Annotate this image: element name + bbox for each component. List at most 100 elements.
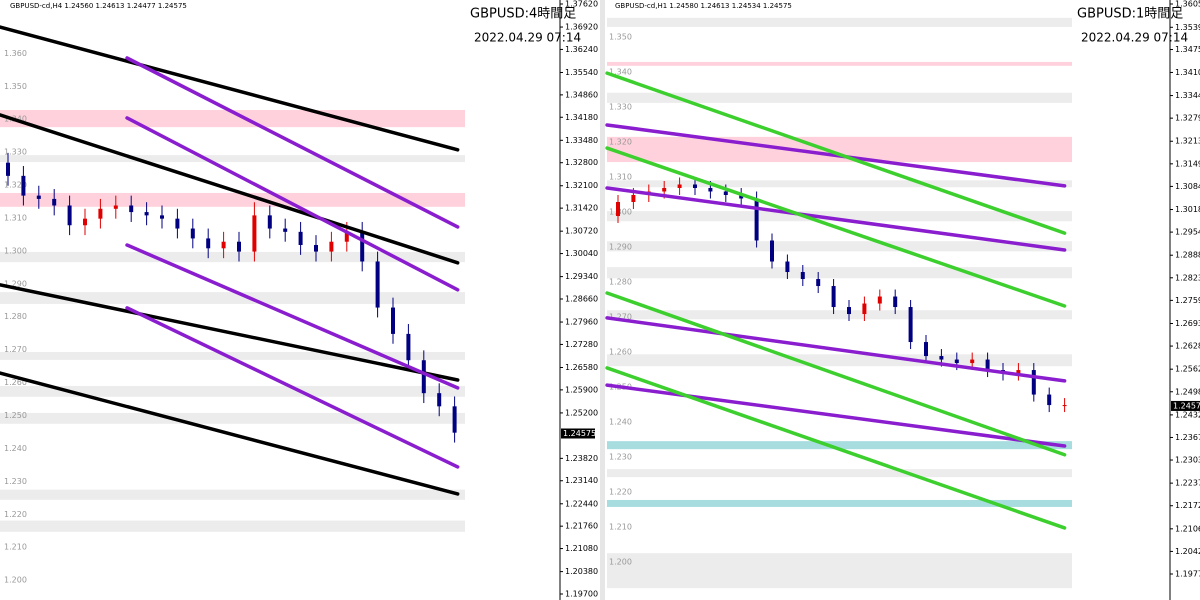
candle-body (1016, 370, 1021, 374)
candle-body (283, 228, 288, 232)
y-tick-label: 1.30720 (565, 227, 598, 236)
level-label: 1.360 (4, 49, 27, 58)
price-zone (607, 441, 1072, 450)
candle-body (206, 238, 211, 249)
y-tick-label: 1.32100 (565, 181, 598, 190)
price-zone (607, 17, 1072, 27)
level-label: 1.210 (4, 543, 27, 552)
candle-body (954, 359, 959, 364)
y-tick-label: 1.34180 (565, 113, 598, 122)
level-label: 1.330 (4, 148, 27, 157)
price-zone (607, 211, 1072, 222)
candle-body (67, 205, 72, 226)
y-tick-label: 1.33480 (565, 136, 598, 145)
candle-body (52, 198, 57, 206)
level-label: 1.290 (4, 279, 27, 288)
level-label: 1.330 (609, 102, 632, 111)
trendline (125, 243, 460, 390)
trendline (605, 291, 1067, 457)
candle-body (375, 261, 380, 308)
candle-body (723, 191, 728, 195)
candle-body (847, 307, 851, 315)
level-label: 1.220 (609, 488, 632, 497)
candle-body (939, 356, 944, 360)
y-tick-label: 1.30040 (565, 249, 598, 258)
level-label: 1.240 (609, 418, 632, 427)
level-label: 1.280 (4, 312, 27, 321)
candle-body (693, 184, 697, 188)
level-label: 1.200 (4, 576, 27, 585)
y-tick-label: 1.36055 (1175, 0, 1200, 9)
price-zone (607, 499, 1072, 507)
level-label: 1.230 (609, 453, 632, 462)
price-zone (0, 155, 465, 163)
candle-body (21, 175, 26, 196)
y-tick-label: 1.23140 (565, 476, 598, 485)
trendline (0, 283, 460, 382)
y-tick-label: 1.23030 (1175, 456, 1200, 465)
level-label: 1.220 (4, 510, 27, 519)
trendline (0, 113, 460, 265)
price-zone (607, 180, 1072, 188)
y-tick-label: 1.25625 (1175, 365, 1200, 374)
y-tick-label: 1.22370 (1175, 479, 1200, 488)
candle-body (800, 272, 805, 280)
price-zone (607, 310, 1072, 320)
candle-body (831, 286, 836, 308)
candle-body (770, 240, 774, 262)
chart-subtitle: 2022.04.29 07:14 (474, 31, 581, 45)
candle-body (98, 208, 103, 219)
level-label: 1.260 (609, 348, 632, 357)
y-tick-label: 1.31490 (1175, 159, 1200, 168)
level-label: 1.240 (4, 444, 27, 453)
candle-body (985, 359, 990, 371)
candle-body (360, 231, 365, 262)
y-tick-label: 1.36240 (565, 45, 598, 54)
candle-body (36, 195, 41, 199)
candle-body (144, 212, 149, 216)
level-label: 1.350 (609, 32, 632, 41)
level-label: 1.230 (4, 477, 27, 486)
level-label: 1.280 (609, 278, 632, 287)
trendline (605, 383, 1067, 448)
y-tick-label: 1.21760 (565, 522, 598, 531)
trendline (605, 366, 1067, 530)
y-tick-label: 1.27590 (1175, 296, 1200, 305)
y-tick-label: 1.29540 (1175, 228, 1200, 237)
y-tick-label: 1.21725 (1175, 501, 1200, 510)
level-label: 1.300 (609, 207, 632, 216)
candle-body (391, 307, 395, 334)
candle-body (631, 194, 636, 202)
candle-body (662, 187, 667, 192)
y-tick-label: 1.26285 (1175, 342, 1200, 351)
candle-body (893, 296, 898, 308)
current-price-box (1171, 400, 1200, 411)
candle-body (190, 228, 195, 239)
candle-body (908, 307, 913, 343)
price-zone (607, 553, 1072, 589)
level-label: 1.290 (609, 243, 632, 252)
y-tick-label: 1.35390 (1175, 23, 1200, 32)
level-label: 1.270 (609, 313, 632, 322)
y-tick-label: 1.35540 (565, 68, 598, 77)
y-tick-label: 1.19700 (565, 590, 598, 599)
y-tick-label: 1.21080 (565, 544, 598, 553)
trendline (605, 123, 1067, 188)
level-label: 1.210 (609, 523, 632, 532)
y-tick-label: 1.24320 (1175, 410, 1200, 419)
price-zone (607, 241, 1072, 252)
current-price-box (561, 428, 595, 439)
y-tick-label: 1.24980 (1175, 387, 1200, 396)
candle-body (924, 342, 928, 357)
level-label: 1.300 (4, 246, 27, 255)
price-zone (607, 354, 1072, 367)
y-tick-label: 1.30185 (1175, 205, 1200, 214)
candle-body (785, 261, 790, 273)
level-label: 1.200 (609, 558, 632, 567)
y-tick-label: 1.21065 (1175, 524, 1200, 533)
price-zone (0, 385, 465, 397)
candle-body (221, 241, 226, 249)
candle-body (1031, 370, 1036, 395)
y-tick-label: 1.23675 (1175, 433, 1200, 442)
price-zone (607, 92, 1072, 103)
